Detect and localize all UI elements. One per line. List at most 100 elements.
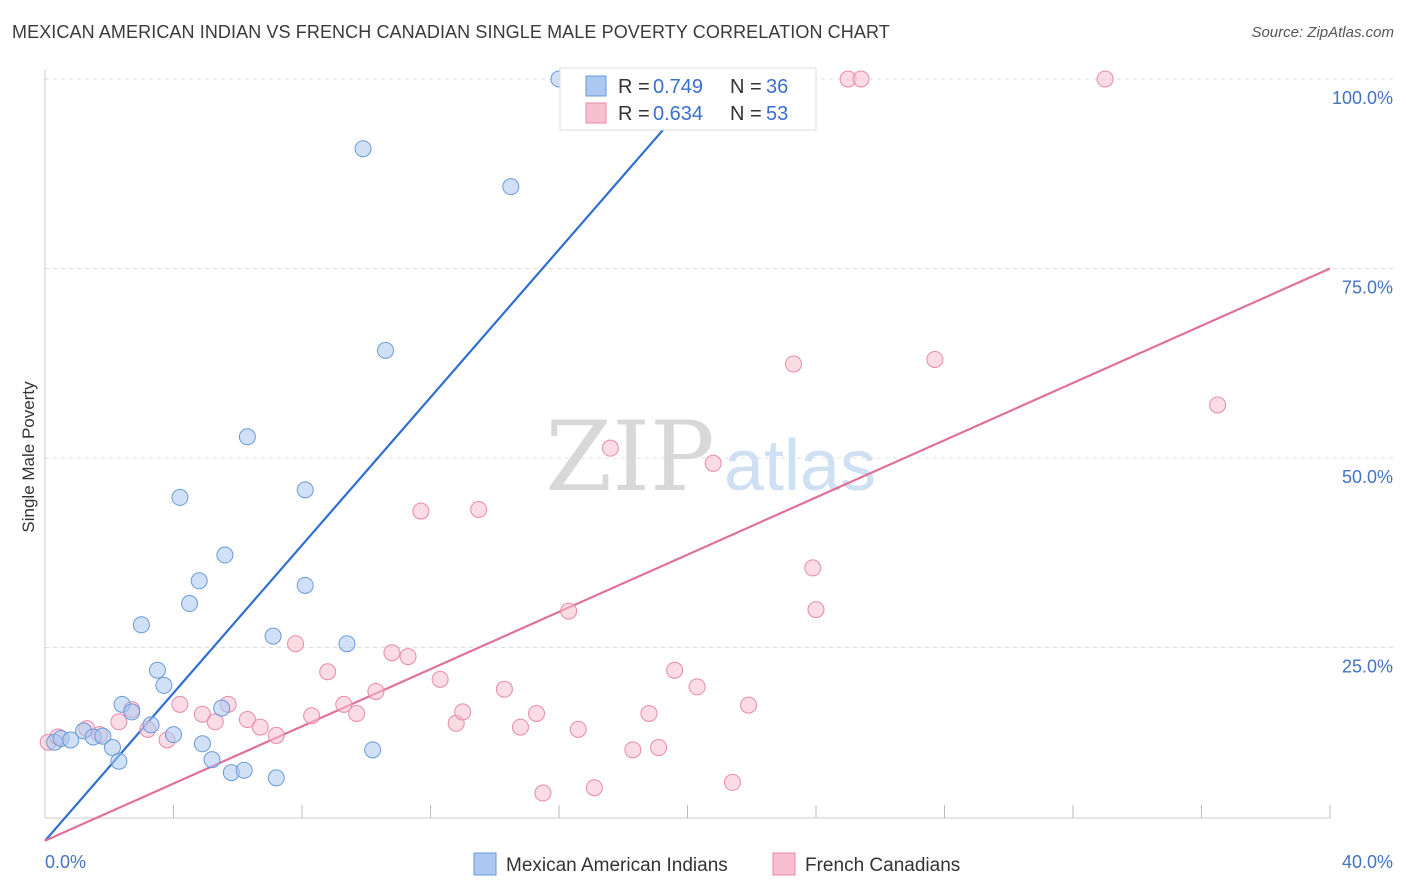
french-canadians-point	[454, 703, 472, 721]
french-canadians-point	[785, 355, 803, 373]
mexican-american-indians-point	[267, 769, 285, 787]
french-canadians-point	[267, 726, 285, 744]
french-canadians-point	[383, 644, 401, 662]
mexican-american-indians-point	[94, 727, 112, 745]
legend-pink-swatch	[585, 102, 607, 124]
french-canadians-point	[431, 670, 449, 688]
mexican-american-indians-point	[142, 716, 160, 734]
mexican-american-indians-point	[155, 676, 173, 694]
y-tick-label: 25.0%	[1342, 657, 1393, 677]
legend-n-label-1: N =	[730, 76, 762, 98]
french-canadians-point	[303, 707, 321, 725]
mexican-american-indians-point	[190, 572, 208, 590]
legend-r-value-1: 0.749	[653, 76, 703, 98]
french-canadians-point	[1209, 396, 1227, 414]
legend-blue-swatch	[585, 75, 607, 97]
mexican-american-indians-point	[193, 735, 211, 753]
series-legend: Mexican American Indians French Canadian…	[473, 852, 960, 876]
mexican-american-indians-point	[354, 140, 372, 158]
french-canadians-point	[807, 601, 825, 619]
french-canadians-point	[335, 695, 353, 713]
legend-n-label-2: N =	[730, 103, 762, 125]
mexican-american-indians-point	[377, 341, 395, 359]
legend-r-label-1: R =	[618, 76, 650, 98]
legend-r-value-2: 0.634	[653, 103, 703, 125]
mexican-american-indians-point	[296, 576, 314, 594]
mexican-american-indians-point	[62, 731, 80, 749]
grid-lines	[45, 78, 1393, 648]
french-canadians-point	[528, 704, 546, 722]
mexican-american-indians-point	[264, 627, 282, 645]
correlation-legend: R = 0.749 N = 36 R = 0.634 N = 53	[559, 67, 817, 131]
french-canadians-point	[740, 696, 758, 714]
french-canadians-point	[650, 739, 668, 757]
french-canadians-point	[412, 502, 430, 520]
mexican-american-indians-point	[132, 616, 150, 634]
bottom-legend-label-1: Mexican American Indians	[506, 855, 728, 876]
french-canadians-point	[926, 350, 944, 368]
mexican-american-indians-point	[165, 726, 182, 744]
mexican-american-indians-point	[216, 546, 234, 564]
y-tick-labels: 25.0% 50.0% 75.0% 100.0%	[1332, 88, 1393, 677]
y-axis-title: Single Male Poverty	[19, 381, 38, 533]
x-tick-label-min: 0.0%	[45, 852, 86, 872]
mexican-american-indians-point	[123, 703, 141, 721]
french-canadians-point	[319, 663, 337, 681]
bottom-legend-blue-swatch	[473, 852, 497, 876]
french-canadians-point	[601, 439, 619, 457]
mexican-american-indians-point	[296, 481, 314, 499]
chart-source: Source: ZipAtlas.com	[1251, 24, 1394, 41]
watermark-zip: ZIP	[545, 401, 714, 513]
french-canadians-point	[206, 713, 224, 731]
french-canadians-point	[287, 635, 305, 653]
mexican-american-indians-point	[110, 752, 128, 770]
legend-n-value-1: 36	[766, 76, 788, 98]
mexican-american-indians-point	[213, 699, 231, 717]
french-canadians-point	[251, 718, 269, 736]
watermark-atlas: atlas	[724, 426, 876, 506]
french-canadians-point	[723, 773, 741, 791]
mexican-american-indians-point	[181, 595, 199, 613]
mexican-american-indians-point	[338, 635, 356, 653]
french-canadians-point	[666, 661, 684, 679]
mexican-american-indians-points	[46, 70, 568, 787]
french-canadians-point	[238, 711, 256, 729]
french-canadians-point	[585, 779, 603, 797]
watermark: ZIP atlas	[545, 401, 876, 513]
legend-r-label-2: R =	[618, 103, 650, 125]
mexican-american-indians-point	[171, 488, 189, 506]
mexican-american-indians-point	[238, 428, 256, 446]
french-canadians-point	[193, 705, 211, 723]
french-canadians-point	[1096, 70, 1114, 88]
mexican-american-indians-point	[203, 751, 221, 769]
french-canadians-point	[348, 704, 366, 722]
french-canadians-point	[511, 718, 529, 736]
mexican-american-indians-point	[364, 741, 382, 759]
french-canadians-point	[171, 695, 189, 713]
bottom-legend-pink-swatch	[772, 852, 796, 876]
french-canadians-point	[640, 704, 658, 722]
chart-title: MEXICAN AMERICAN INDIAN VS FRENCH CANADI…	[12, 22, 890, 42]
y-tick-label: 75.0%	[1342, 278, 1393, 298]
x-axis-ticks	[173, 805, 1331, 818]
french-canadians-point	[624, 741, 642, 759]
french-canadians-point	[688, 678, 706, 696]
trend-line-french-canadians	[44, 267, 1331, 842]
legend-n-value-2: 53	[766, 103, 788, 125]
french-canadians-point	[560, 602, 578, 620]
mexican-american-indians-point	[502, 178, 520, 196]
x-tick-label-max: 40.0%	[1342, 852, 1393, 872]
french-canadians-point	[399, 648, 417, 666]
french-canadians-point	[804, 559, 822, 577]
french-canadians-point	[534, 784, 552, 802]
french-canadians-point	[569, 720, 587, 738]
french-canadians-point	[367, 682, 385, 700]
mexican-american-indians-point	[148, 661, 166, 679]
french-canadians-point	[470, 501, 488, 519]
bottom-legend-label-2: French Canadians	[805, 855, 960, 876]
french-canadians-point	[110, 713, 128, 731]
y-tick-label: 50.0%	[1342, 467, 1393, 487]
mexican-american-indians-point	[103, 739, 121, 757]
french-canadians-point	[495, 680, 513, 698]
